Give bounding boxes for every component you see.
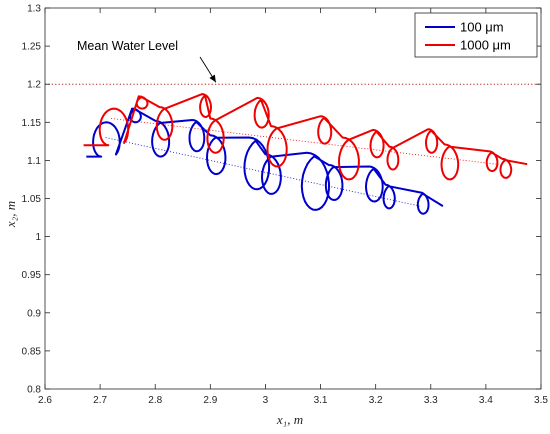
y-tick-label: 0.95	[22, 270, 42, 281]
series-group	[83, 93, 528, 215]
plot-area	[45, 8, 541, 389]
x-tick-label: 3	[263, 395, 269, 406]
series-2-trajectory	[83, 93, 528, 181]
x-tick-label: 2.6	[38, 395, 52, 406]
x-tick-label: 2.9	[203, 395, 217, 406]
x-axis-label: x₁, m	[276, 412, 303, 427]
y-tick-label: 0.9	[27, 308, 41, 319]
axes: 2.6 2.7 2.8 2.9 3 3.1 3.2 3.3 3.4 3.5 0.8 0.85 0.9 0.…	[22, 4, 549, 407]
legend-label: 100 μm	[460, 20, 504, 35]
legend-label: 1000 μm	[460, 38, 511, 53]
y-tick-label: 1.1	[27, 156, 41, 167]
y-tick-label: 0.8	[27, 385, 41, 396]
y-tick-label: 1	[35, 232, 41, 243]
y-tick-label: 1.25	[22, 42, 42, 53]
series-1	[86, 107, 444, 215]
legend-box	[414, 12, 538, 58]
series-2	[83, 93, 528, 181]
annotation-text: Mean Water Level	[77, 39, 178, 53]
x-tick-label: 2.7	[93, 395, 107, 406]
legend: 100 μm 1000 μm	[414, 12, 538, 58]
y-tick-label: 0.85	[22, 346, 42, 357]
annotation-arrow-head	[209, 74, 216, 83]
x-tick-label: 3.2	[369, 395, 383, 406]
x-tick-label: 3.4	[479, 395, 493, 406]
annotation: Mean Water Level	[77, 39, 217, 83]
series-1-trajectory	[86, 107, 444, 215]
y-tick-label: 1.15	[22, 118, 42, 129]
y-axis-label: x₂, m	[3, 201, 18, 228]
y-tick-label: 1.2	[27, 80, 41, 91]
x-tick-label: 2.8	[148, 395, 162, 406]
x-tick-label: 3.5	[534, 395, 548, 406]
x-tick-label: 3.1	[314, 395, 328, 406]
y-tick-label: 1.05	[22, 194, 42, 205]
x-tick-label: 3.3	[424, 395, 438, 406]
plot-background	[45, 8, 541, 389]
y-tick-label: 1.3	[27, 4, 41, 15]
